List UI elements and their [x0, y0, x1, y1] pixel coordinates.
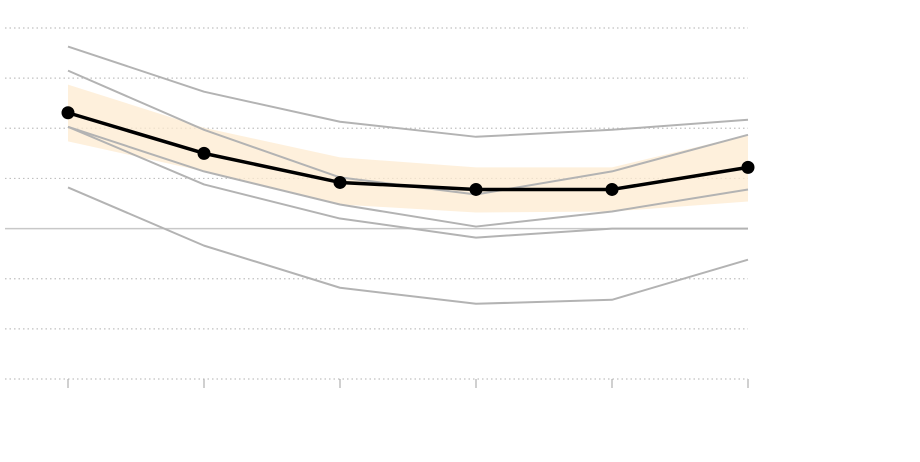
series-line	[67, 45, 749, 138]
series-line	[67, 125, 748, 239]
band	[68, 84, 748, 213]
point	[741, 160, 755, 174]
point	[197, 146, 211, 160]
point	[605, 182, 619, 196]
point	[469, 182, 483, 196]
series-line	[67, 125, 749, 228]
series-line	[67, 186, 749, 305]
point	[61, 106, 75, 120]
series-line	[67, 111, 749, 192]
point	[333, 175, 347, 189]
